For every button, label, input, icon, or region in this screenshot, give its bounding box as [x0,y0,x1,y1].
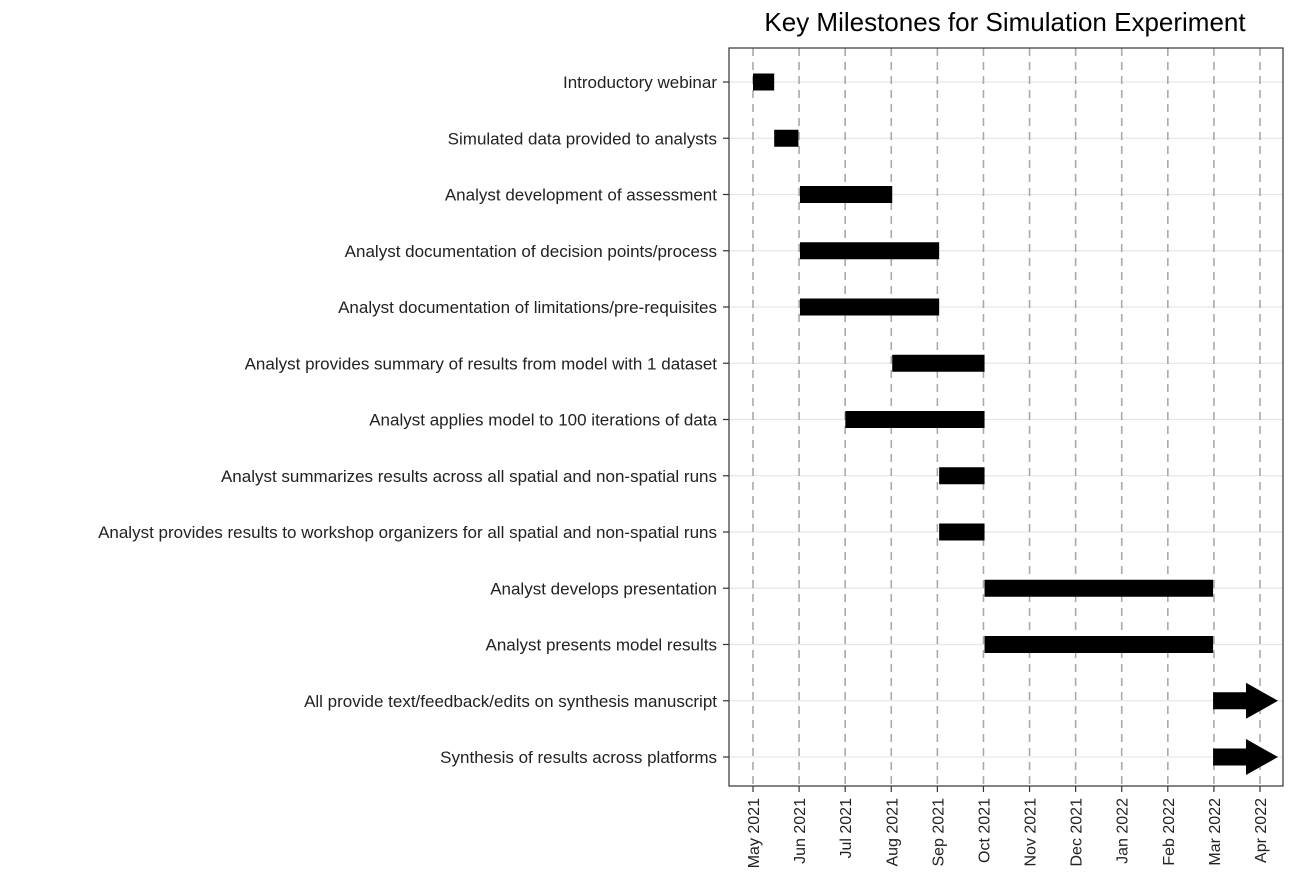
task-bar [939,467,985,485]
x-tick-label: Aug 2021 [884,798,901,867]
task-bar [774,129,799,147]
x-tick-label: Nov 2021 [1023,798,1040,867]
x-tick-label: Jan 2022 [1115,798,1132,864]
y-tick-label: Analyst develops presentation [490,579,717,598]
x-tick-label: Mar 2022 [1207,798,1224,866]
y-tick-label: Analyst presents model results [486,636,718,655]
task-bar [984,636,1214,653]
plot-panel [728,47,1284,787]
task-arrow [1213,682,1278,719]
y-tick-label: Analyst documentation of decision points… [345,242,717,261]
x-tick-label: Oct 2021 [976,798,993,863]
y-tick-label: Analyst provides summary of results from… [245,354,718,373]
task-arrow [1213,739,1278,775]
task-bar [799,298,940,316]
x-tick-label: Apr 2022 [1253,798,1270,863]
task-bar [753,73,775,91]
task-bar [892,354,985,372]
y-tick-label: Introductory webinar [563,73,717,92]
y-axis: Introductory webinar Simulated data provi… [98,73,729,767]
y-tick-label: Analyst summarizes results across all sp… [221,467,717,486]
task-bars [753,73,1278,775]
task-bar [984,579,1214,597]
task-bar [799,242,940,260]
x-tick-label: Dec 2021 [1069,798,1086,867]
y-tick-label: Analyst documentation of limitations/pre… [338,298,717,317]
x-tick-label: Feb 2022 [1161,798,1178,866]
y-tick-label: Synthesis of results across platforms [440,748,717,767]
y-tick-label: All provide text/feedback/edits on synth… [304,692,717,711]
task-bar [939,523,985,541]
task-bar [799,186,893,203]
y-tick-label: Simulated data provided to analysts [448,129,717,148]
y-tick-label: Analyst development of assessment [445,186,717,205]
chart-title: Key Milestones for Simulation Experiment [764,7,1246,37]
x-tick-label: Sep 2021 [930,798,947,867]
task-bar [845,411,985,428]
y-tick-label: Analyst applies model to 100 iterations … [369,411,717,430]
grid-lines [729,48,1283,786]
x-axis: May 2021 Jun 2021 Jul 2021 Aug 2021 Sep 2021… [746,786,1270,868]
x-tick-label: May 2021 [746,798,763,868]
x-tick-label: Jun 2021 [792,798,809,864]
x-tick-label: Jul 2021 [838,798,855,859]
y-tick-label: Analyst provides results to workshop org… [98,523,717,542]
